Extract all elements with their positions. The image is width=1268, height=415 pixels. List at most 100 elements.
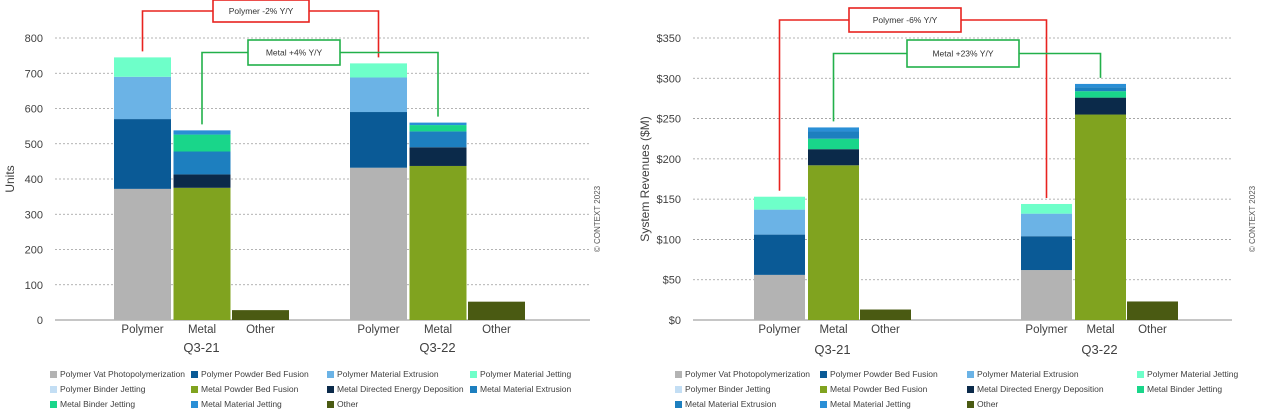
y-tick-label: $300 xyxy=(657,73,681,85)
legend-swatch xyxy=(470,385,477,393)
legend-swatch xyxy=(675,385,682,393)
legend-swatch xyxy=(967,370,974,378)
category-label: Other xyxy=(871,324,900,336)
legend-swatch xyxy=(191,400,198,408)
legend-label: Metal Binder Jetting xyxy=(60,399,136,409)
bar-segment-polymer-powder-bed-fusion xyxy=(754,234,805,275)
bar-segment-polymer-powder-bed-fusion xyxy=(114,119,171,189)
bar-segment-other xyxy=(468,301,525,320)
legend-label: Polymer Material Jetting xyxy=(480,369,572,379)
legend-item-metal-material-jetting: Metal Material Jetting xyxy=(191,399,282,409)
category-label: Polymer xyxy=(357,324,399,336)
bar-segment-polymer-material-jetting xyxy=(114,57,171,77)
legend-label: Other xyxy=(337,399,359,409)
bar-segment-other xyxy=(1127,301,1178,320)
legend-label: Metal Material Extrusion xyxy=(480,384,572,394)
y-axis-label: System Revenues ($M) xyxy=(638,116,652,241)
bar-segment-metal-material-extrusion xyxy=(409,131,467,148)
y-tick-label: 200 xyxy=(25,245,43,257)
legend-item-metal-directed-energy-deposition: Metal Directed Energy Deposition xyxy=(327,384,464,394)
bar-segment-metal-powder-bed-fusion xyxy=(1075,114,1126,321)
copyright-watermark: © CONTEXT 2023 xyxy=(1248,185,1257,252)
legend-item-metal-powder-bed-fusion: Metal Powder Bed Fusion xyxy=(191,384,298,394)
legend-label: Polymer Vat Photopolymerization xyxy=(685,369,811,379)
revenue-chart-panel: $0 $50 $100 $150 $200 $250 $300 $350 System Reve… xyxy=(635,0,1268,415)
legend-item-other: Other xyxy=(327,399,358,409)
legend-swatch xyxy=(820,370,827,378)
legend-item-polymer-binder-jetting: Polymer Binder Jetting xyxy=(50,384,146,394)
legend-swatch xyxy=(50,370,57,378)
bar-segment-other xyxy=(232,310,289,320)
y-tick-label: $0 xyxy=(669,315,681,327)
category-label: Metal xyxy=(424,324,452,336)
legend-label: Polymer Binder Jetting xyxy=(60,384,146,394)
legend-label: Polymer Material Jetting xyxy=(1147,369,1239,379)
category-label: Other xyxy=(246,324,275,336)
polymer-annotation-text: Polymer -2% Y/Y xyxy=(229,6,294,16)
legend-swatch xyxy=(1137,370,1144,378)
y-tick-label: 500 xyxy=(25,139,43,151)
legend-label: Polymer Material Extrusion xyxy=(337,369,439,379)
category-label: Metal xyxy=(1086,324,1114,336)
y-tick-label: $100 xyxy=(657,234,681,246)
group-label: Q3-21 xyxy=(183,340,219,355)
y-tick-label: $150 xyxy=(657,194,681,206)
legend-item-polymer-vat-photopolymerization: Polymer Vat Photopolymerization xyxy=(50,369,185,379)
legend-label: Metal Directed Energy Deposition xyxy=(337,384,464,394)
category-label: Metal xyxy=(188,324,216,336)
y-tick-label: 100 xyxy=(25,280,43,292)
bar-segment-polymer-vat-photopolymerization xyxy=(754,274,805,320)
legend-item-metal-material-extrusion: Metal Material Extrusion xyxy=(675,399,776,409)
legend-item-polymer-material-extrusion: Polymer Material Extrusion xyxy=(967,369,1079,379)
polymer-annotation-box xyxy=(212,0,310,23)
legend-label: Polymer Powder Bed Fusion xyxy=(201,369,309,379)
y-tick-label: 400 xyxy=(25,174,43,186)
legend-label: Polymer Powder Bed Fusion xyxy=(830,369,938,379)
bar-segment-metal-material-jetting xyxy=(173,130,231,135)
metal-annotation-box xyxy=(247,39,341,66)
legend-label: Metal Powder Bed Fusion xyxy=(830,384,928,394)
y-tick-label: $50 xyxy=(663,275,681,287)
legend-swatch xyxy=(327,385,334,393)
bar-segment-metal-binder-jetting xyxy=(409,125,467,132)
legend-item-metal-material-jetting: Metal Material Jetting xyxy=(820,399,911,409)
legend-swatch xyxy=(675,370,682,378)
polymer-annotation-text: Polymer -6% Y/Y xyxy=(873,15,938,25)
category-label: Polymer xyxy=(758,324,800,336)
bar-segment-metal-powder-bed-fusion xyxy=(409,165,467,320)
legend-swatch xyxy=(675,400,682,408)
legend-swatch xyxy=(327,370,334,378)
legend-item-polymer-powder-bed-fusion: Polymer Powder Bed Fusion xyxy=(191,369,309,379)
bar-segment-metal-material-extrusion xyxy=(1075,87,1126,92)
legend-swatch xyxy=(470,370,477,378)
legend-swatch xyxy=(820,385,827,393)
bar-segment-polymer-material-extrusion xyxy=(114,76,171,120)
bar-segment-polymer-powder-bed-fusion xyxy=(1021,236,1072,271)
bar-segment-metal-binder-jetting xyxy=(173,134,231,152)
bar-segment-polymer-vat-photopolymerization xyxy=(1021,270,1072,320)
bar-segment-polymer-material-extrusion xyxy=(350,77,407,113)
legend-label: Metal Powder Bed Fusion xyxy=(201,384,299,394)
group-label: Q3-22 xyxy=(1081,342,1117,357)
legend-item-polymer-material-jetting: Polymer Material Jetting xyxy=(1137,369,1238,379)
group-label: Q3-21 xyxy=(814,342,850,357)
revenue-chart: $0 $50 $100 $150 $200 $250 $300 $350 System Reve… xyxy=(638,7,1257,357)
bar-segment-metal-powder-bed-fusion xyxy=(173,187,231,320)
bar-segment-polymer-material-extrusion xyxy=(1021,213,1072,237)
legend-item-metal-powder-bed-fusion: Metal Powder Bed Fusion xyxy=(820,384,927,394)
y-tick-label: 300 xyxy=(25,209,43,221)
category-label: Polymer xyxy=(121,324,163,336)
category-label: Polymer xyxy=(1025,324,1067,336)
legend-swatch xyxy=(967,400,974,408)
bar-segment-metal-material-jetting xyxy=(808,127,859,132)
bar-segment-metal-material-extrusion xyxy=(808,131,859,139)
y-tick-label: 600 xyxy=(25,104,43,116)
bar-segment-metal-binder-jetting xyxy=(808,138,859,150)
units-chart: 0 100 200 300 400 500 600 700 800 Units © CONTEXT … xyxy=(3,0,602,355)
bar-segment-metal-binder-jetting xyxy=(1075,91,1126,98)
units-chart-panel: 0 100 200 300 400 500 600 700 800 Units © CONTEXT … xyxy=(0,0,620,415)
polymer-annotation-box xyxy=(848,7,962,33)
bar-segment-polymer-powder-bed-fusion xyxy=(350,112,407,168)
bar-segment-polymer-vat-photopolymerization xyxy=(350,167,407,320)
legend-item-polymer-powder-bed-fusion: Polymer Powder Bed Fusion xyxy=(820,369,938,379)
